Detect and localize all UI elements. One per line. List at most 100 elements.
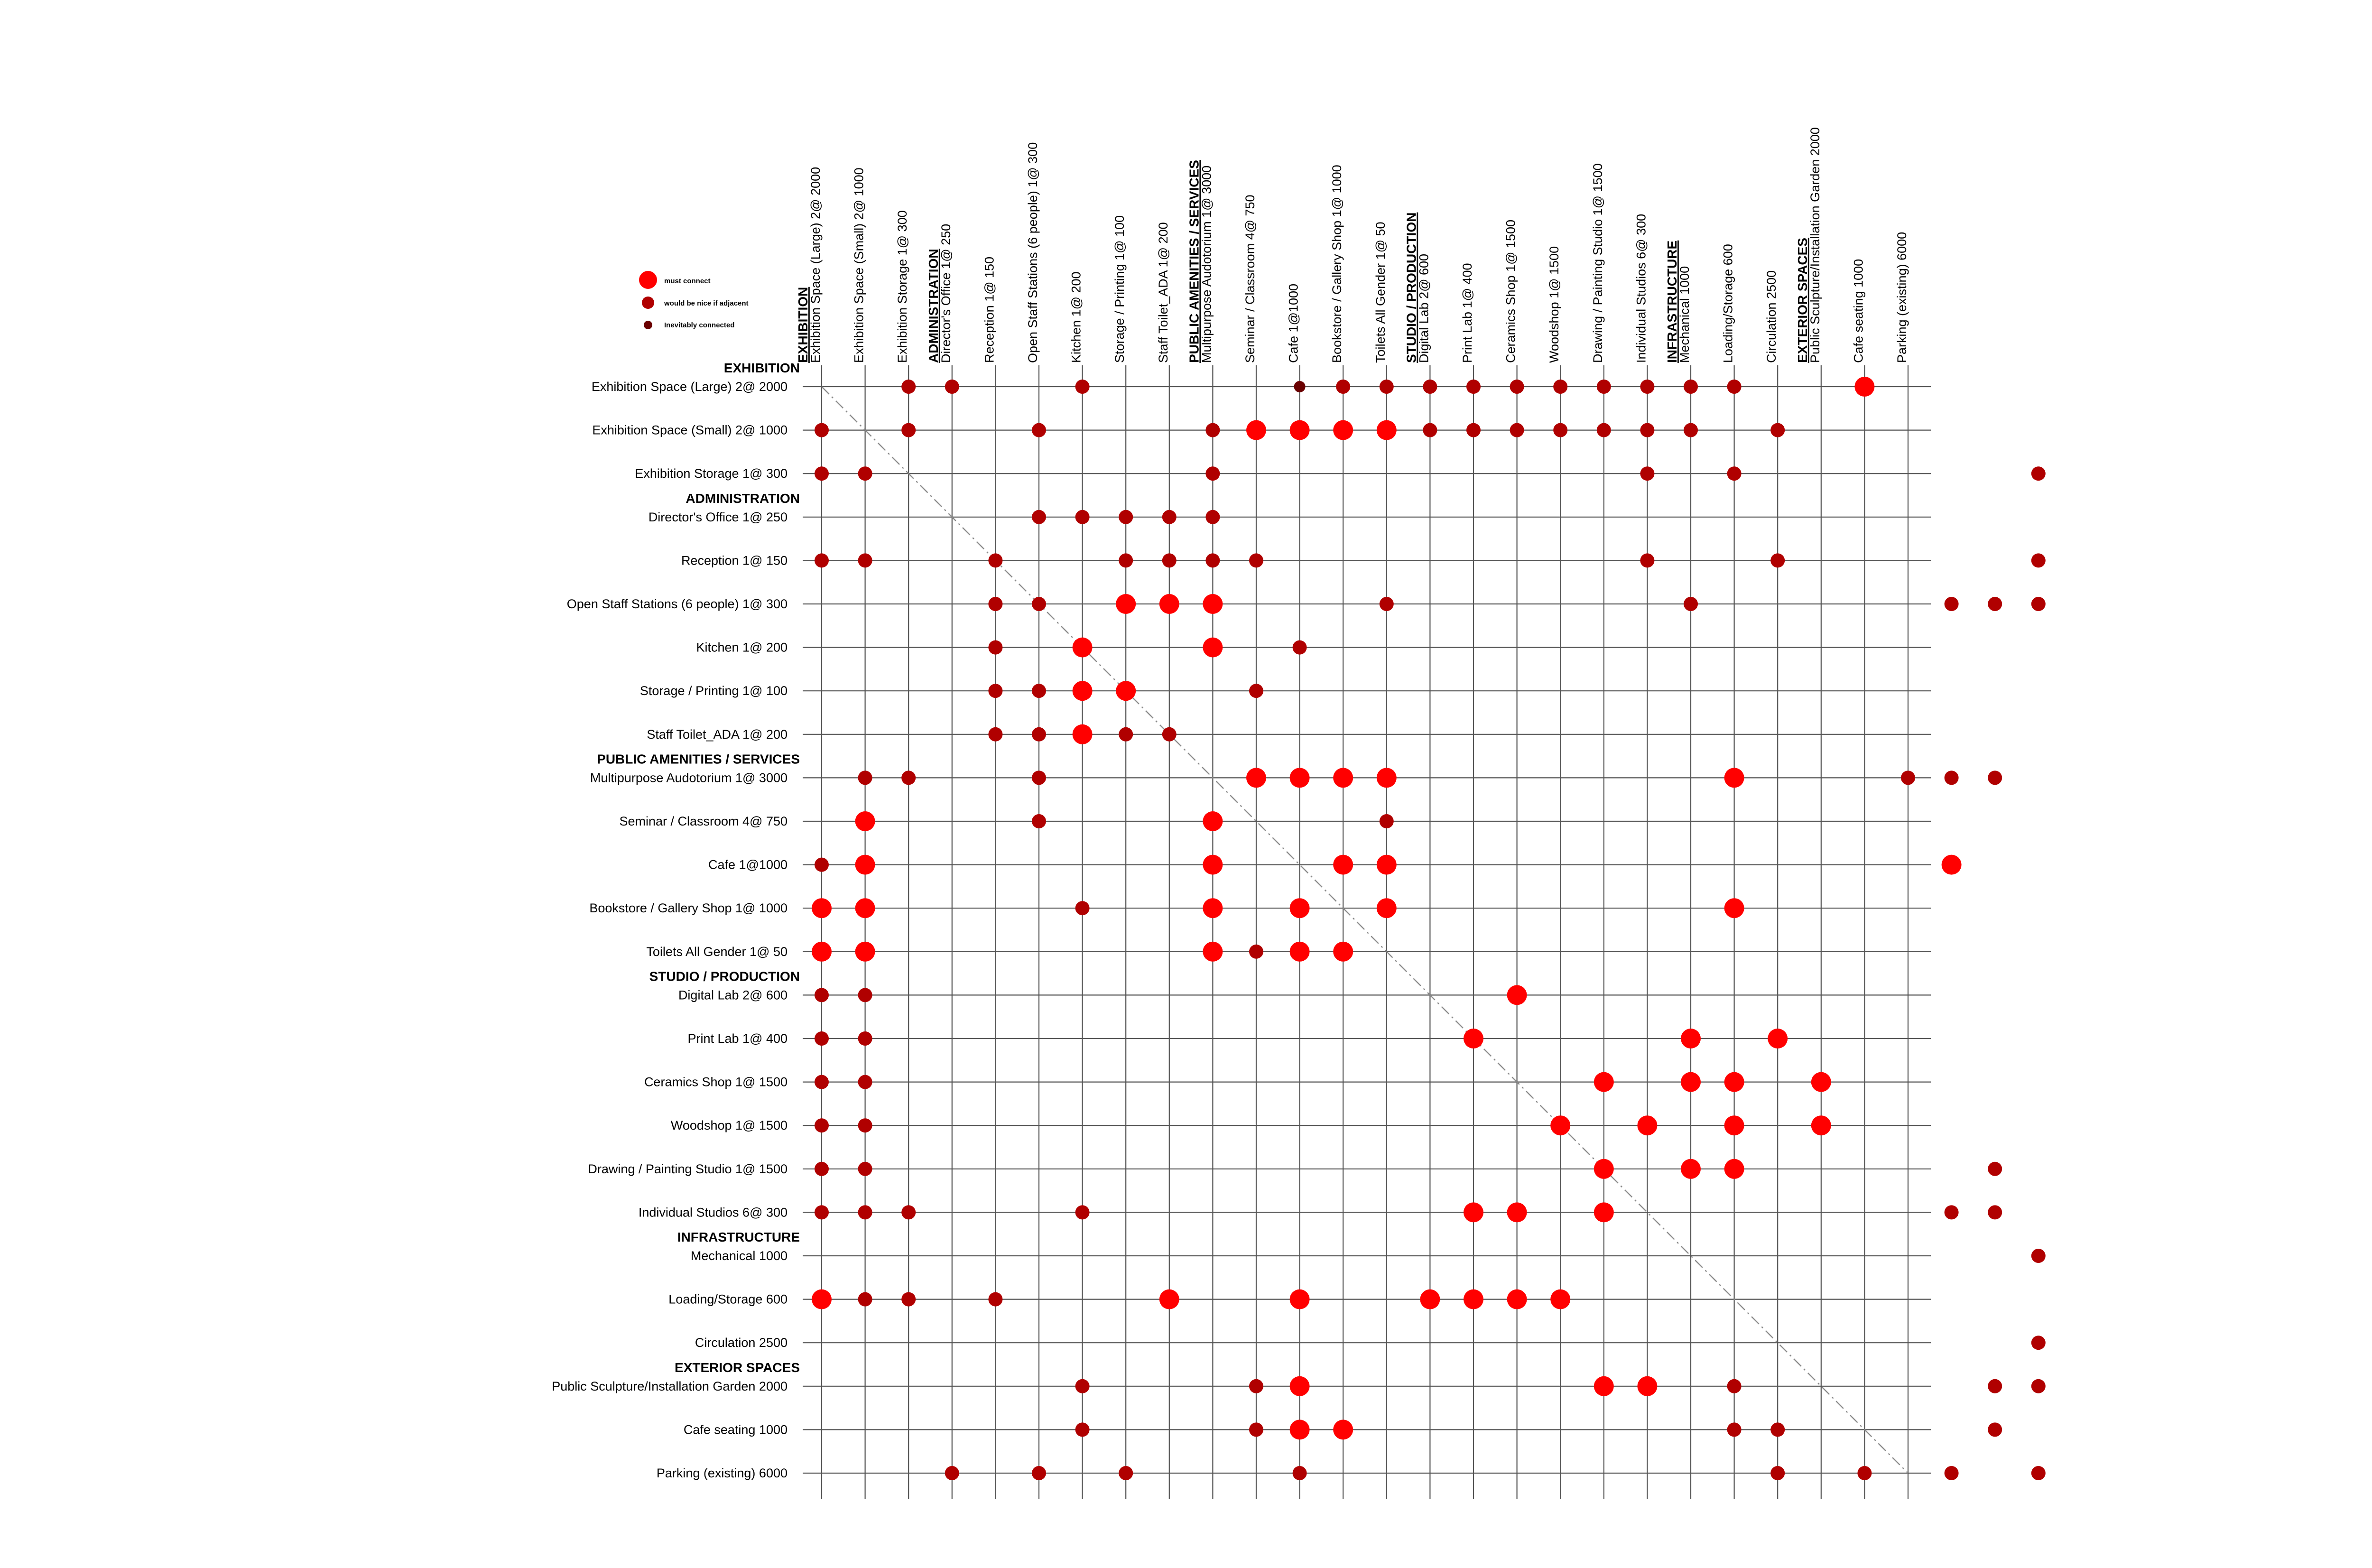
dot-nice-adjacent <box>901 380 916 394</box>
dot-must-connect <box>1854 377 1875 397</box>
dot-nice-adjacent <box>2031 466 2046 481</box>
dot-nice-adjacent <box>2031 1466 2046 1480</box>
dot-must-connect <box>1333 941 1353 962</box>
dot-nice-adjacent <box>858 553 872 568</box>
row-label-seminar-classroom-4-750: Seminar / Classroom 4@ 750 <box>619 814 788 828</box>
row-group-header-studio-production: STUDIO / PRODUCTION <box>649 969 800 983</box>
dot-nice-adjacent <box>1770 553 1785 568</box>
dot-must-connect <box>1376 420 1397 440</box>
dot-must-connect <box>1724 1159 1744 1179</box>
row-label-exhibition-storage-1-300: Exhibition Storage 1@ 300 <box>635 466 788 481</box>
dot-nice-adjacent <box>1162 727 1177 742</box>
dot-nice-adjacent <box>815 423 829 437</box>
dot-nice-adjacent <box>1249 553 1263 568</box>
dot-nice-adjacent <box>1205 466 1220 481</box>
dot-nice-adjacent <box>1684 380 1698 394</box>
row-label-ceramics-shop-1-1500: Ceramics Shop 1@ 1500 <box>644 1075 788 1089</box>
dot-must-connect <box>1550 1115 1571 1136</box>
dot-must-connect <box>1724 1072 1744 1092</box>
col-label-exhibition-space-large-2-2000: Exhibition Space (Large) 2@ 2000 <box>808 167 823 363</box>
dot-nice-adjacent <box>858 1292 872 1307</box>
dot-must-connect <box>1246 420 1266 440</box>
legend-inevitably-connected-label: Inevitably connected <box>664 321 734 329</box>
dot-nice-adjacent <box>858 1118 872 1133</box>
dot-must-connect <box>1768 1029 1788 1048</box>
dot-nice-adjacent <box>2031 1336 2046 1350</box>
dot-nice-adjacent <box>815 1075 829 1089</box>
dot-nice-adjacent <box>1944 1466 1959 1480</box>
dot-nice-adjacent <box>1770 1422 1785 1437</box>
dot-must-connect <box>1203 811 1223 831</box>
dot-must-connect <box>812 941 832 962</box>
dot-nice-adjacent <box>901 770 916 785</box>
row-label-loading-storage-600: Loading/Storage 600 <box>668 1292 788 1307</box>
col-label-toilets-all-gender-1-50: Toilets All Gender 1@ 50 <box>1373 222 1388 363</box>
col-group-header-infrastructure: INFRASTRUCTURE <box>1665 241 1679 363</box>
dot-nice-adjacent <box>901 1205 916 1220</box>
dot-nice-adjacent <box>858 466 872 481</box>
legend-nice-adjacent-label: would be nice if adjacent <box>664 299 749 307</box>
dot-nice-adjacent <box>2031 1249 2046 1263</box>
dot-nice-adjacent <box>1684 423 1698 437</box>
dot-nice-adjacent <box>1075 1205 1090 1220</box>
dot-nice-adjacent <box>1510 423 1524 437</box>
dot-nice-adjacent <box>1466 380 1481 394</box>
row-label-print-lab-1-400: Print Lab 1@ 400 <box>687 1031 788 1046</box>
row-label-drawing-painting-studio-1-1500: Drawing / Painting Studio 1@ 1500 <box>588 1162 788 1176</box>
col-group-header-studio-production: STUDIO / PRODUCTION <box>1404 213 1418 363</box>
dot-must-connect <box>1681 1072 1701 1092</box>
dot-must-connect <box>1289 420 1310 440</box>
col-label-drawing-painting-studio-1-1500: Drawing / Painting Studio 1@ 1500 <box>1591 163 1605 363</box>
dot-must-connect <box>855 854 875 875</box>
dot-nice-adjacent <box>858 1075 872 1089</box>
dot-must-connect <box>1811 1072 1831 1092</box>
dot-nice-adjacent <box>1684 597 1698 611</box>
dot-nice-adjacent <box>1727 380 1742 394</box>
dot-nice-adjacent <box>1075 1422 1090 1437</box>
dot-nice-adjacent <box>1205 423 1220 437</box>
col-label-staff-toilet-ada-1-200: Staff Toilet_ADA 1@ 200 <box>1156 222 1170 363</box>
dot-must-connect <box>1550 1289 1571 1309</box>
dot-nice-adjacent <box>1423 380 1437 394</box>
dot-nice-adjacent <box>988 1292 1003 1307</box>
dot-nice-adjacent <box>815 988 829 1002</box>
dot-must-connect <box>1637 1115 1658 1136</box>
row-label-open-staff-stations-6-people-1-300: Open Staff Stations (6 people) 1@ 300 <box>567 597 788 611</box>
dot-nice-adjacent <box>1075 901 1090 916</box>
row-label-circulation-2500: Circulation 2500 <box>695 1336 788 1350</box>
grid <box>803 365 1931 1499</box>
dot-nice-adjacent <box>901 423 916 437</box>
legend-nice-adjacent-dot <box>642 297 654 309</box>
dot-must-connect <box>1289 941 1310 962</box>
diagonal <box>821 386 1909 1474</box>
dot-must-connect <box>1333 1420 1353 1440</box>
col-label-loading-storage-600: Loading/Storage 600 <box>1721 244 1735 363</box>
dot-must-connect <box>1289 1376 1310 1396</box>
dot-must-connect <box>1376 854 1397 875</box>
diagonal-line <box>821 386 1909 1474</box>
dot-nice-adjacent <box>815 553 829 568</box>
dot-nice-adjacent <box>858 1205 872 1220</box>
dot-nice-adjacent <box>1596 380 1611 394</box>
dot-nice-adjacent <box>815 1118 829 1133</box>
dot-nice-adjacent <box>988 727 1003 742</box>
dot-nice-adjacent <box>858 1031 872 1046</box>
dot-nice-adjacent <box>1640 423 1655 437</box>
dot-must-connect <box>1724 898 1744 919</box>
row-label-woodshop-1-1500: Woodshop 1@ 1500 <box>671 1118 788 1132</box>
dot-must-connect <box>1203 898 1223 919</box>
row-group-header-exhibition: EXHIBITION <box>724 361 800 375</box>
dot-nice-adjacent <box>1162 510 1177 524</box>
dot-nice-adjacent <box>858 988 872 1002</box>
legend-inevitably-connected-dot <box>644 321 652 329</box>
row-group-header-administration: ADMINISTRATION <box>686 491 800 506</box>
dot-nice-adjacent <box>1988 1205 2002 1220</box>
dot-nice-adjacent <box>1249 1422 1263 1437</box>
dot-nice-adjacent <box>1944 1205 1959 1220</box>
col-label-exhibition-storage-1-300: Exhibition Storage 1@ 300 <box>895 210 909 363</box>
row-label-director-s-office-1-250: Director's Office 1@ 250 <box>649 510 788 524</box>
row-label-toilets-all-gender-1-50: Toilets All Gender 1@ 50 <box>646 945 788 959</box>
dot-nice-adjacent <box>1292 640 1307 655</box>
col-group-header-administration: ADMINISTRATION <box>926 249 941 363</box>
